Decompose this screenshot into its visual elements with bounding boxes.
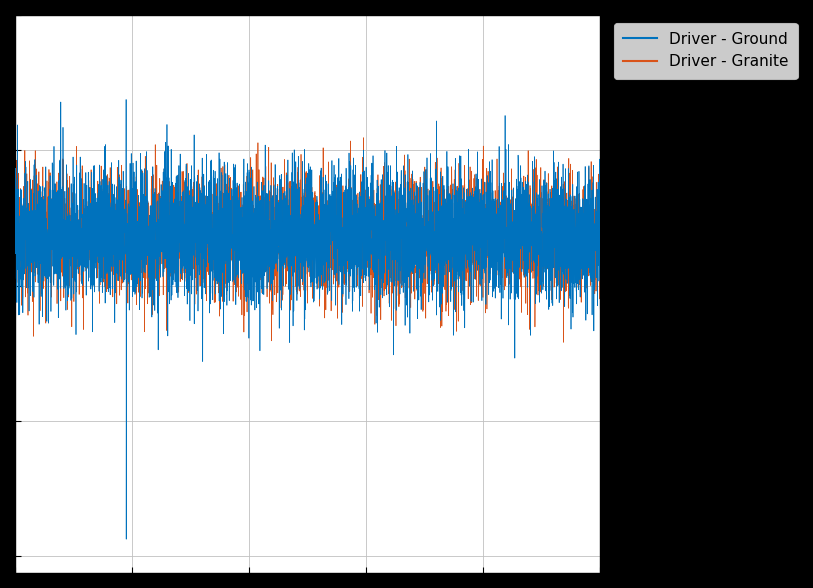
Driver - Ground <box>361 214 371 221</box>
Line: Driver - Ground: Driver - Ground <box>15 99 600 539</box>
Driver - Granite <box>559 339 568 346</box>
Driver - Granite <box>391 237 401 244</box>
Driver - Ground <box>447 203 457 210</box>
Driver - Ground <box>121 536 131 543</box>
Driver - Granite <box>447 180 457 187</box>
Driver - Ground <box>595 305 605 312</box>
Driver - Granite <box>359 134 368 141</box>
Driver - Ground <box>116 276 126 283</box>
Driver - Granite <box>491 246 501 253</box>
Driver - Ground <box>10 238 20 245</box>
Driver - Granite <box>234 293 244 300</box>
Driver - Granite <box>10 220 20 228</box>
Line: Driver - Granite: Driver - Granite <box>15 138 600 342</box>
Driver - Ground <box>391 228 401 235</box>
Driver - Ground <box>492 211 502 218</box>
Driver - Granite <box>361 213 371 220</box>
Legend: Driver - Ground, Driver - Granite: Driver - Ground, Driver - Granite <box>614 23 798 79</box>
Driver - Granite <box>116 192 126 199</box>
Driver - Ground <box>234 197 244 204</box>
Driver - Ground <box>121 96 131 103</box>
Driver - Granite <box>595 211 605 218</box>
